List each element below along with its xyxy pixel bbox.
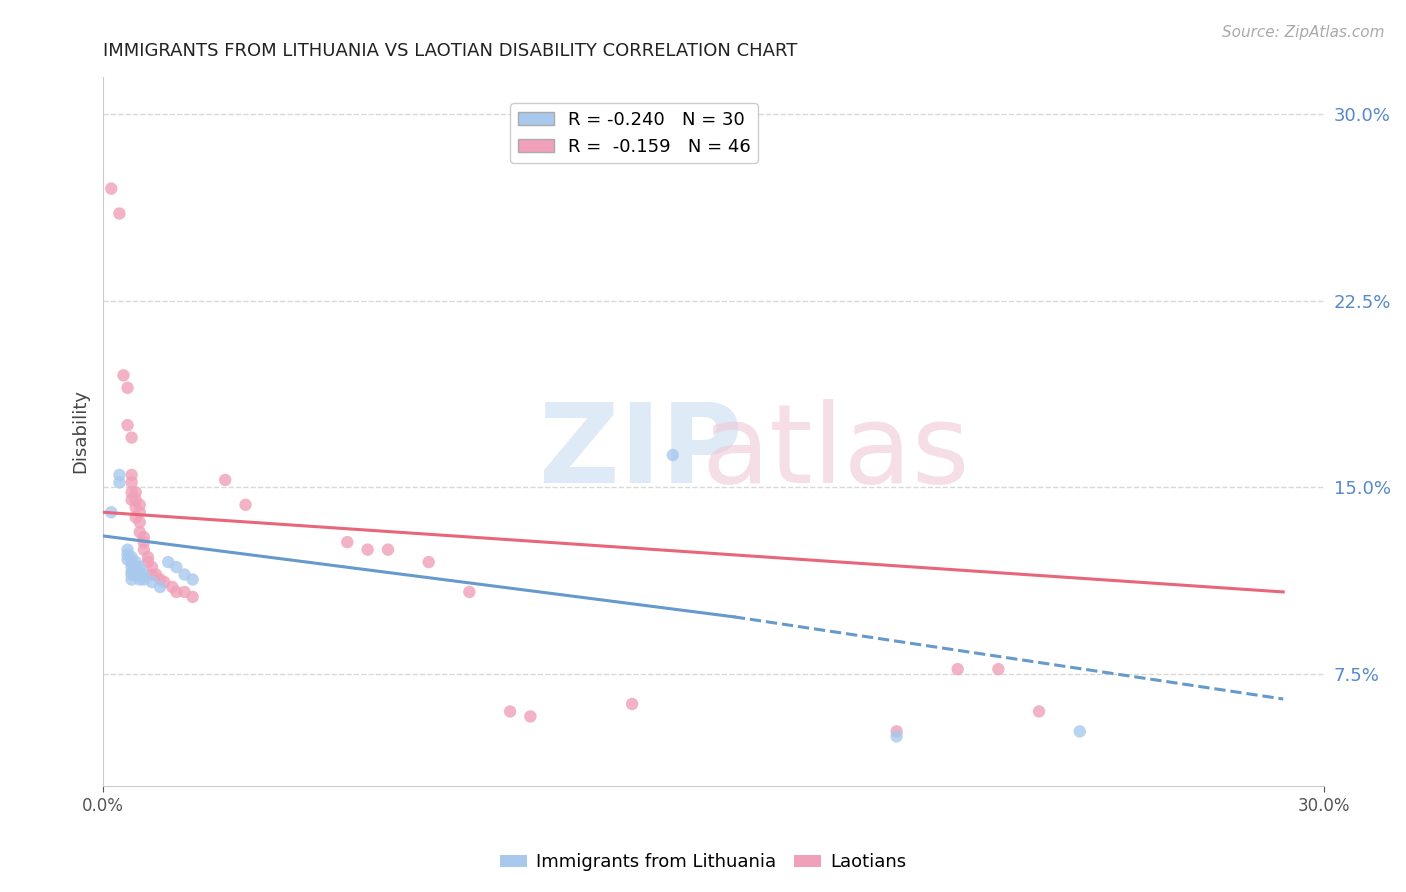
Point [121,567,143,582]
Point [132,542,155,557]
Point [519,709,541,723]
Point [662,448,685,462]
Point [100,505,122,519]
Point [418,555,440,569]
Point [165,560,187,574]
Text: atlas: atlas [702,399,970,506]
Point [121,492,143,507]
Point [987,662,1010,676]
Point [121,550,143,565]
Point [1028,705,1050,719]
Point [121,475,143,490]
Point [121,560,143,574]
Point [125,565,148,579]
Point [128,573,150,587]
Point [117,381,139,395]
Point [121,467,143,482]
Point [121,431,143,445]
Point [128,525,150,540]
Point [886,730,908,744]
Legend: Immigrants from Lithuania, Laotians: Immigrants from Lithuania, Laotians [492,847,914,879]
Point [117,418,139,433]
Point [356,542,378,557]
Point [128,565,150,579]
Point [125,560,148,574]
Point [181,573,204,587]
Text: IMMIGRANTS FROM LITHUANIA VS LAOTIAN DISABILITY CORRELATION CHART: IMMIGRANTS FROM LITHUANIA VS LAOTIAN DIS… [103,42,797,60]
Point [235,498,257,512]
Point [499,705,522,719]
Point [336,535,359,549]
Point [162,580,184,594]
Point [173,567,195,582]
Point [128,515,150,529]
Point [108,206,131,220]
Point [181,590,204,604]
Point [165,585,187,599]
Y-axis label: Disability: Disability [72,390,89,474]
Point [458,585,481,599]
Point [145,567,167,582]
Point [136,550,159,565]
Point [621,697,644,711]
Point [121,565,143,579]
Point [121,485,143,500]
Point [121,555,143,569]
Point [149,573,172,587]
Point [214,473,236,487]
Point [132,573,155,587]
Point [125,492,148,507]
Point [141,567,163,582]
Point [173,585,195,599]
Point [132,567,155,582]
Point [149,580,172,594]
Point [132,530,155,544]
Point [125,567,148,582]
Point [136,555,159,569]
Point [886,724,908,739]
Point [125,500,148,515]
Point [128,560,150,574]
Point [128,505,150,519]
Point [121,573,143,587]
Point [117,552,139,566]
Point [108,475,131,490]
Point [141,560,163,574]
Point [117,548,139,562]
Point [100,181,122,195]
Legend: R = -0.240   N = 30, R =  -0.159   N = 46: R = -0.240 N = 30, R = -0.159 N = 46 [510,103,758,163]
Point [157,555,180,569]
Point [112,368,135,383]
Point [108,467,131,482]
Point [377,542,399,557]
Point [132,535,155,549]
Point [128,498,150,512]
Point [946,662,969,676]
Text: ZIP: ZIP [538,399,742,506]
Text: Source: ZipAtlas.com: Source: ZipAtlas.com [1222,25,1385,40]
Point [117,542,139,557]
Point [125,555,148,569]
Point [1069,724,1091,739]
Point [125,510,148,524]
Point [125,485,148,500]
Point [153,574,176,589]
Point [141,574,163,589]
